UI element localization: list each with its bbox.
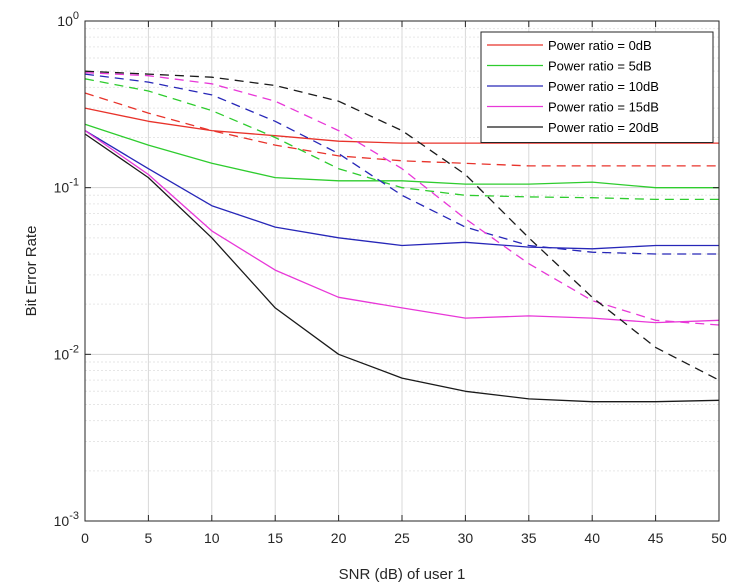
x-axis-label: SNR (dB) of user 1 bbox=[339, 566, 466, 583]
y-tick-label: 10-2 bbox=[54, 343, 79, 362]
dashed-series-line bbox=[84, 70, 720, 381]
dashed-series-line bbox=[84, 78, 719, 201]
x-tick-label: 0 bbox=[81, 530, 89, 546]
solid-series-line bbox=[84, 133, 720, 403]
y-axis-label: Bit Error Rate bbox=[23, 226, 40, 317]
x-tick-label: 30 bbox=[458, 530, 474, 546]
solid-series-line bbox=[84, 130, 719, 250]
legend-label: Power ratio = 5dB bbox=[548, 59, 652, 74]
x-tick-label: 35 bbox=[521, 530, 537, 546]
legend: Power ratio = 0dB Power ratio = 5dB Power … bbox=[480, 31, 714, 143]
legend-label: Power ratio = 15dB bbox=[548, 100, 659, 115]
y-tick-label: 100 bbox=[57, 10, 79, 29]
x-tick-label: 50 bbox=[711, 530, 727, 546]
x-tick-label: 5 bbox=[145, 530, 153, 546]
legend-label: Power ratio = 0dB bbox=[548, 38, 652, 53]
dashed-series-line bbox=[84, 92, 719, 167]
legend-label: Power ratio = 10dB bbox=[548, 79, 659, 94]
x-tick-label: 45 bbox=[648, 530, 664, 546]
dashed-series-line bbox=[84, 73, 719, 255]
x-tick-label: 15 bbox=[267, 530, 283, 546]
axis-ticks: 0 5 10 15 20 25 30 35 40 45 50 10-3 10-2 10-1 100 bbox=[54, 10, 727, 546]
x-tick-label: 10 bbox=[204, 530, 220, 546]
y-tick-label: 10-1 bbox=[54, 177, 79, 196]
y-tick-label: 10-3 bbox=[54, 510, 79, 529]
x-tick-label: 25 bbox=[394, 530, 410, 546]
legend-box bbox=[480, 31, 714, 143]
solid-series-line bbox=[84, 107, 719, 144]
solid-series-line bbox=[84, 123, 719, 189]
x-tick-label: 40 bbox=[584, 530, 600, 546]
solid-series-line bbox=[84, 130, 720, 324]
dashed-series-line bbox=[84, 71, 720, 326]
legend-label: Power ratio = 20dB bbox=[548, 120, 659, 135]
series-lines bbox=[84, 70, 720, 403]
x-tick-label: 20 bbox=[331, 530, 347, 546]
